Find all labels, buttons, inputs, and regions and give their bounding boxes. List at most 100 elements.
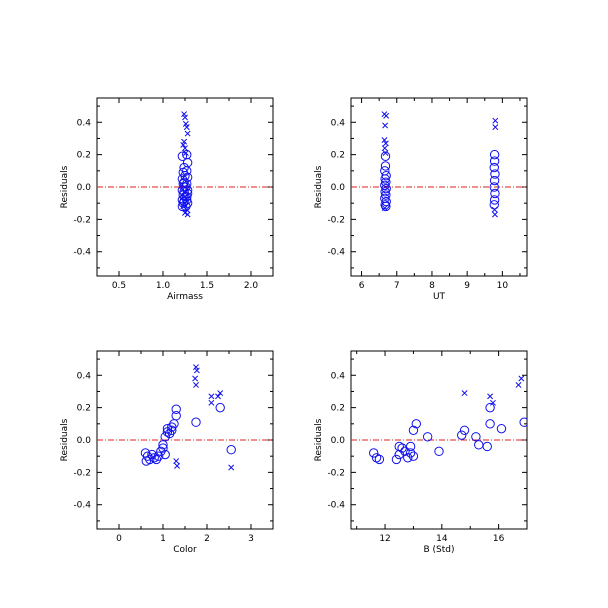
circle-point [489, 162, 499, 173]
circle-point [391, 454, 402, 465]
circle-point [151, 454, 162, 465]
circle-point [182, 172, 193, 182]
circle-point [496, 423, 507, 434]
x-point [183, 124, 190, 131]
circle-point [457, 430, 467, 440]
y-tick-label: 0.4 [77, 118, 92, 128]
x-point [208, 399, 215, 406]
circle-point [485, 402, 495, 413]
x-tick-label: 6 [359, 281, 365, 291]
y-tick-label: 0.0 [77, 183, 92, 193]
x-point [184, 211, 191, 218]
circle-point [162, 423, 173, 434]
circle-point [191, 417, 201, 427]
circle-point [482, 441, 492, 452]
y-tick-label: 0.2 [331, 404, 345, 414]
x-point [184, 130, 191, 137]
x-tick-label: 8 [429, 281, 435, 291]
circle-point [519, 417, 527, 427]
x-point [208, 393, 215, 400]
y-tick-label: 0.4 [331, 371, 346, 381]
x-point [381, 205, 388, 211]
circle-point [380, 174, 390, 184]
x-point [382, 140, 389, 147]
circle-point [177, 151, 188, 161]
circle-point [380, 151, 391, 161]
circle-point [381, 201, 391, 212]
circle-point [394, 441, 404, 452]
x-point [461, 390, 468, 397]
x-point [491, 206, 498, 213]
circle-point [411, 419, 421, 429]
x-point [382, 150, 389, 156]
circle-point [459, 425, 470, 435]
x-point [217, 390, 224, 397]
x-axis-label: Airmass [167, 292, 203, 302]
circle-point [405, 441, 416, 452]
circle-point [371, 453, 382, 463]
circle-point [158, 443, 168, 453]
x-tick-label: 9 [464, 281, 470, 291]
circle-point [534, 412, 542, 420]
x-tick-label: 1 [160, 534, 166, 544]
circle-point [142, 451, 153, 461]
y-tick-label: 0.4 [77, 371, 92, 381]
x-point [381, 137, 388, 144]
x-point [553, 369, 558, 374]
circle-point [489, 149, 500, 160]
y-tick-label: 0.2 [77, 404, 91, 414]
x-axis-label: UT [433, 292, 446, 302]
x-point [515, 382, 522, 388]
circle-point [531, 446, 539, 454]
x-axis-label: B (Std) [423, 545, 454, 555]
circle-point [489, 195, 500, 205]
x-tick-label: 2 [204, 534, 210, 544]
circle-point [485, 419, 495, 429]
x-tick-label: 0.5 [112, 281, 126, 291]
circle-point [537, 405, 545, 413]
circle-point [474, 440, 484, 450]
y-tick-label: 0.2 [77, 151, 91, 161]
circle-point [182, 185, 193, 195]
circle-point [380, 187, 390, 197]
x-point [489, 399, 496, 406]
circle-point [489, 175, 500, 186]
circle-point [490, 188, 500, 199]
circle-point [422, 432, 433, 442]
x-point [381, 145, 388, 152]
circle-point [149, 453, 159, 463]
data-markers [369, 365, 558, 466]
circle-point [489, 182, 499, 192]
panel-color: 0 1 2 3 -0.4 -0.2 0.0 0.2 0.4 Color Residuals [60, 350, 274, 555]
circle-point [171, 411, 181, 421]
y-tick-label: -0.4 [327, 501, 345, 511]
x-point [492, 117, 499, 124]
circle-point [226, 445, 236, 455]
y-axis-label: Residuals [60, 165, 70, 208]
data-markers [380, 111, 500, 218]
circle-point [405, 448, 416, 458]
circle-point [403, 453, 413, 463]
x-point [180, 203, 187, 210]
x-point [192, 375, 199, 382]
x-point [487, 393, 494, 400]
circle-point [171, 404, 181, 414]
x-tick-label: 14 [436, 534, 448, 544]
x-tick-label: 12 [379, 534, 390, 544]
y-tick-label: 0.0 [331, 436, 346, 446]
panel-airmass: 0.5 1.0 1.5 2.0 -0.4 -0.2 0.0 0.2 0.4 Airmass Resi… [60, 97, 274, 302]
circle-point [434, 446, 444, 457]
circle-point [141, 456, 151, 466]
x-point [182, 114, 188, 121]
x-tick-label: 16 [493, 534, 505, 544]
x-point [553, 365, 558, 370]
circle-point [380, 166, 390, 176]
y-axis-label: Residuals [60, 418, 70, 461]
y-axis-label: Residuals [314, 165, 324, 208]
x-tick-label: 3 [248, 534, 254, 544]
circle-point [490, 169, 500, 179]
panel-ut: 6 7 8 9 10 -0.4 -0.2 0.0 0.2 0.4 UT Residuals [314, 97, 528, 302]
x-tick-label: 2.0 [244, 281, 259, 291]
panel-b-std: 12 14 16 -0.4 -0.2 0.0 0.2 0.4 B (Std) Residuals [314, 350, 558, 555]
